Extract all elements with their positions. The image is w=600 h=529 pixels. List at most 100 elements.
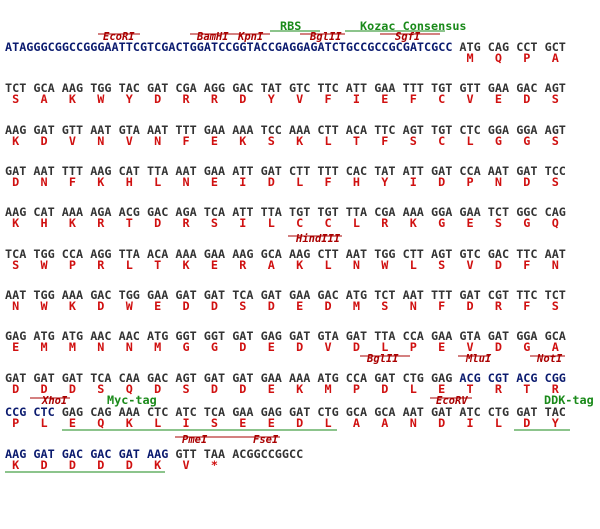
codon: ATC [459,405,480,419]
codon: GAT [431,405,452,419]
codon: GTA [119,123,140,137]
amino-acid: S [12,92,19,106]
amino-acid: T [126,216,133,230]
codon: GAT [232,371,253,385]
amino-acid: E [211,258,218,272]
codon: TTC [374,123,395,137]
amino-acid: V [325,340,332,354]
codon: GAA [147,288,168,302]
codon: TCT [374,288,395,302]
codon: AAC [90,329,111,343]
amino-acid: A [552,51,559,65]
amino-acid: G [211,340,218,354]
codon: GAA [289,288,310,302]
tag-label: DDK-tag [544,393,594,407]
codon: TTC [516,288,537,302]
amino-acid: F [325,175,332,189]
amino-acid: E [239,416,246,430]
amino-acid: F [523,258,530,272]
codon: TTA [147,164,168,178]
codon: AGT [403,123,424,137]
codon: AAG [289,247,310,261]
codon: AAG [62,81,83,95]
codon: AGT [545,81,566,95]
amino-acid: F [69,175,76,189]
codon: GCA [261,247,282,261]
amino-acid: V [467,340,474,354]
amino-acid: H [41,216,48,230]
amino-acid: G [495,134,502,148]
amino-acid: L [154,416,161,430]
codon: GGA [488,123,509,137]
amino-acid: S [268,134,275,148]
codon: CTT [317,123,338,137]
codon: ATG [459,40,480,54]
codon: GAT [175,288,196,302]
amino-acid: K [296,134,304,148]
amino-acid: L [495,416,502,430]
codon: GAT [33,371,54,385]
amino-acid: N [410,299,417,313]
amino-acid: D [154,216,161,230]
codon: TTC [516,247,537,261]
codon: TCC [261,123,282,137]
codon: TGT [431,123,452,137]
amino-acid: A [268,258,275,272]
amino-acid: H [353,175,360,189]
amino-acid: Y [268,92,276,106]
codon: GAT [261,288,282,302]
codon: GAA [488,81,509,95]
codon: GAT [289,329,310,343]
tag-label: Myc-tag [107,393,157,407]
amino-acid: * [211,458,218,472]
amino-acid: D [69,382,76,396]
tag-label: Kozac Consensus [360,19,467,33]
codon: AAT [346,247,367,261]
codon: GCA [346,405,367,419]
codon: AGG [90,247,111,261]
codon: GAT [5,164,26,178]
amino-acid: N [126,340,133,354]
codon: GAC [147,371,168,385]
amino-acid: L [325,416,332,430]
amino-acid: T [523,382,530,396]
amino-acid: R [211,92,219,106]
codon: GAT [516,405,537,419]
amino-acid: L [154,175,161,189]
amino-acid: D [523,92,530,106]
amino-acid: D [41,134,48,148]
amino-acid: D [211,382,218,396]
amino-acid: F [183,134,190,148]
amino-acid: S [410,134,417,148]
amino-acid: K [296,258,304,272]
codon: ATT [232,164,253,178]
codon: AAG [5,205,26,219]
codon: CCA [459,164,480,178]
codon: AAG [5,123,26,137]
amino-acid: F [523,299,530,313]
codon: AAT [175,164,196,178]
amino-acid: K [12,134,20,148]
amino-acid: D [296,340,303,354]
amino-acid: E [69,416,76,430]
amino-acid: C [296,216,303,230]
amino-acid: D [325,299,332,313]
amino-acid: E [438,340,445,354]
amino-acid: D [467,299,474,313]
codon: AAA [62,288,83,302]
amino-acid: D [69,458,76,472]
codon: ACG [459,371,480,385]
codon: TTT [403,81,424,95]
amino-acid: I [239,175,246,189]
amino-acid: T [154,258,161,272]
tag-lines [5,30,570,473]
restriction-site: NotI [536,353,563,365]
amino-acid: I [410,175,417,189]
codon: ATG [33,329,54,343]
amino-acid: T [467,382,474,396]
codon: ATG [62,329,83,343]
amino-acid: E [438,382,445,396]
amino-acid: G [183,340,190,354]
codon: GAC [90,447,111,461]
amino-acid: E [268,382,275,396]
